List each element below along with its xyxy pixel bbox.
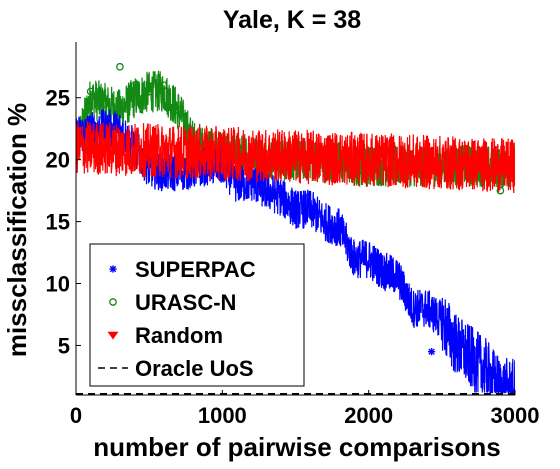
y-axis-label: missclassification % [2,103,32,357]
data-point-superpac [467,351,475,359]
legend-label: Oracle UoS [135,356,254,381]
y-tick-label: 10 [46,272,70,297]
legend-entry-oracle-uos: Oracle UoS [98,356,254,381]
legend-swatch [109,265,117,273]
y-tick-label: 15 [46,210,70,235]
legend-label: SUPERPAC [135,257,256,282]
x-tick-label: 2000 [344,403,393,428]
data-point-urasc-n [145,87,154,96]
x-axis-label: number of pairwise comparisons [93,432,500,462]
data-point-superpac [291,199,300,207]
x-tick-label: 1000 [198,403,247,428]
legend-box [89,243,305,387]
plot-area [76,62,515,395]
chart-title: Yale, K = 38 [223,6,361,34]
data-point-superpac [233,180,241,189]
data-point-urasc-n [101,100,110,108]
data-point-urasc-n [130,81,139,90]
series-random [76,121,515,194]
data-point-urasc-n [86,87,95,96]
legend-entry-superpac: SUPERPAC [109,257,256,282]
legend: SUPERPAC URASC-N Random Oracle UoS [89,243,305,387]
axes: 0 1000 2000 3000 5 10 15 20 25 [46,42,540,428]
legend-entry-random: Random [107,323,223,348]
legend-label: Random [135,323,223,348]
x-tick-label: 3000 [491,403,540,428]
data-point-random [509,178,515,187]
y-tick-label: 25 [46,86,70,111]
data-point-urasc-n [159,81,168,90]
x-tick-label: 0 [70,403,82,428]
data-point-superpac [394,279,402,288]
data-point-urasc-n [174,106,183,114]
y-tick-label: 5 [58,333,70,358]
data-point-superpac [427,348,436,356]
data-point-urasc-n [116,62,124,71]
legend-entry-urasc-n: URASC-N [109,290,236,315]
data-point-superpac [321,220,329,228]
legend-swatch [107,331,119,340]
series-line-random [76,121,515,194]
y-tick-label: 20 [46,148,70,173]
data-point-superpac [365,261,373,269]
legend-swatch [109,298,117,306]
data-point-random [76,127,82,136]
legend-label: URASC-N [135,290,236,315]
